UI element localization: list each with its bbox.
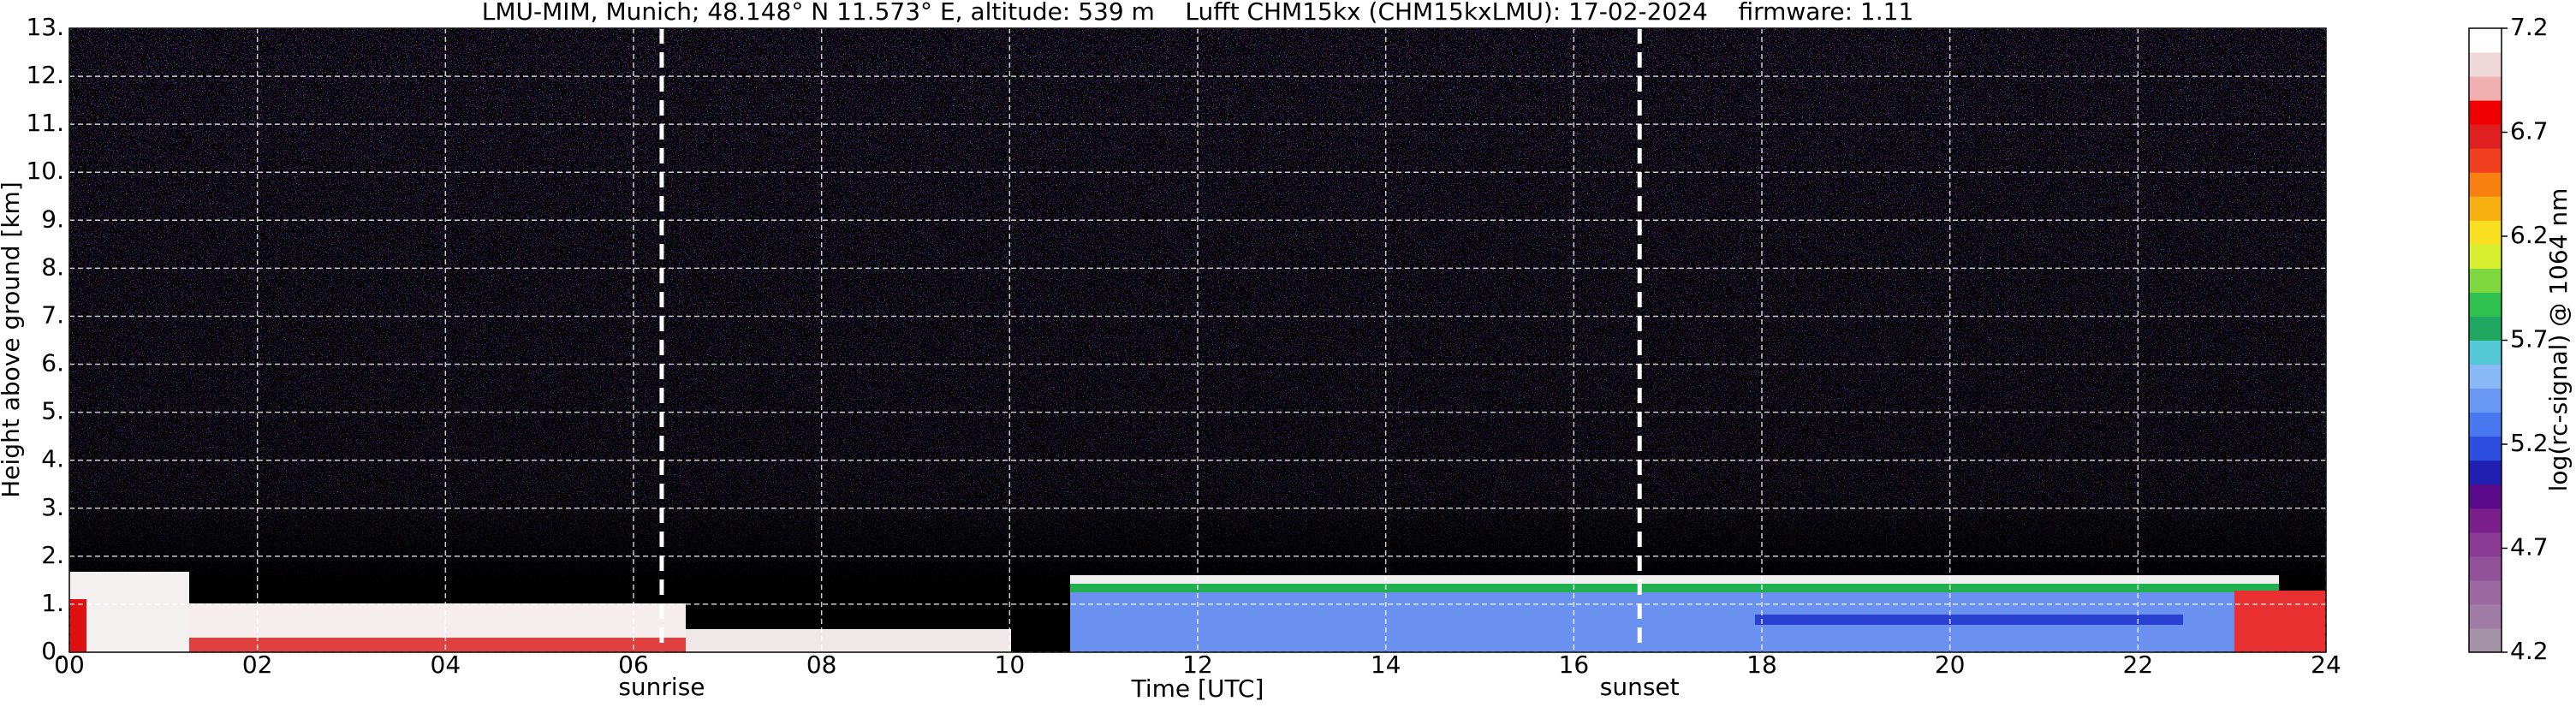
colorbar-segment bbox=[2469, 388, 2502, 413]
colorbar-segment bbox=[2469, 508, 2502, 533]
colorbar-tick-label: 5.7 bbox=[2510, 325, 2549, 354]
colorbar-segment bbox=[2469, 436, 2502, 461]
colorbar-segment bbox=[2469, 532, 2502, 557]
colorbar-segment bbox=[2469, 412, 2502, 437]
x-tick-label: 16 bbox=[1559, 651, 1590, 679]
y-axis-label: Height above ground [km] bbox=[0, 181, 25, 498]
y-tick-label: 10. bbox=[26, 157, 64, 185]
x-tick-label: 06 bbox=[618, 651, 649, 679]
x-tick-label: 02 bbox=[242, 651, 273, 679]
colorbar-segment bbox=[2469, 52, 2502, 77]
colorbar-segment bbox=[2469, 244, 2502, 269]
x-tick-label: 00 bbox=[54, 651, 85, 679]
colorbar-segment bbox=[2469, 292, 2502, 317]
x-tick-label: 20 bbox=[1935, 651, 1966, 679]
colorbar-segment bbox=[2469, 172, 2502, 197]
colorbar-segment bbox=[2469, 100, 2502, 125]
chart-title: LMU-MIM, Munich; 48.148° N 11.573° E, al… bbox=[482, 0, 1914, 26]
y-tick-label: 13. bbox=[26, 13, 64, 41]
x-tick-label: 22 bbox=[2123, 651, 2154, 679]
colorbar-segment bbox=[2469, 627, 2502, 653]
colorbar-segment bbox=[2469, 603, 2502, 629]
y-tick-label: 3. bbox=[41, 493, 64, 521]
colorbar-label: log(rc-signal) @ 1064 nm bbox=[2544, 188, 2573, 492]
colorbar-segment bbox=[2469, 364, 2502, 389]
colorbar-segment bbox=[2469, 556, 2502, 581]
y-tick-label: 9. bbox=[41, 205, 64, 233]
x-axis-label: Time [UTC] bbox=[1131, 674, 1264, 703]
x-tick-label: 18 bbox=[1746, 651, 1777, 679]
colorbar-segment bbox=[2469, 316, 2502, 341]
y-tick-label: 12. bbox=[26, 61, 64, 89]
colorbar-segment bbox=[2469, 124, 2502, 149]
x-tick-label: 24 bbox=[2311, 651, 2341, 679]
colorbar-tick-label: 5.2 bbox=[2510, 429, 2549, 457]
colorbar-tick-label: 4.2 bbox=[2510, 637, 2549, 665]
y-tick-label: 2. bbox=[41, 541, 64, 569]
colorbar-segment bbox=[2469, 340, 2502, 365]
y-tick-label: 8. bbox=[41, 253, 64, 281]
plot-frame bbox=[68, 27, 2327, 653]
colorbar-segment bbox=[2469, 460, 2502, 485]
y-tick-label: 5. bbox=[41, 397, 64, 425]
y-tick-label: 0. bbox=[41, 637, 64, 665]
x-tick-label: 12 bbox=[1182, 651, 1213, 679]
annotation-label: sunrise bbox=[618, 673, 705, 701]
y-tick-label: 6. bbox=[41, 349, 64, 377]
y-tick-label: 11. bbox=[26, 109, 64, 137]
colorbar-tick-label: 6.2 bbox=[2510, 221, 2549, 249]
colorbar-segment bbox=[2469, 148, 2502, 173]
colorbar-segment bbox=[2469, 220, 2502, 245]
y-tick-label: 4. bbox=[41, 445, 64, 473]
x-tick-label: 08 bbox=[806, 651, 837, 679]
colorbar-segment bbox=[2469, 268, 2502, 293]
x-tick-label: 04 bbox=[431, 651, 461, 679]
colorbar-segment bbox=[2469, 196, 2502, 221]
colorbar-segment bbox=[2469, 579, 2502, 605]
colorbar-segment bbox=[2469, 76, 2502, 101]
colorbar-tick-label: 6.7 bbox=[2510, 117, 2549, 146]
colorbar-tick-label: 7.2 bbox=[2510, 13, 2549, 41]
y-tick-label: 1. bbox=[41, 589, 64, 617]
y-tick-label: 7. bbox=[41, 300, 64, 329]
x-tick-label: 10 bbox=[995, 651, 1026, 679]
colorbar-tick-label: 4.7 bbox=[2510, 533, 2549, 561]
x-tick-label: 14 bbox=[1371, 651, 1401, 679]
colorbar-segment bbox=[2469, 28, 2502, 53]
annotation-label: sunset bbox=[1600, 673, 1680, 701]
colorbar-segment bbox=[2469, 484, 2502, 509]
